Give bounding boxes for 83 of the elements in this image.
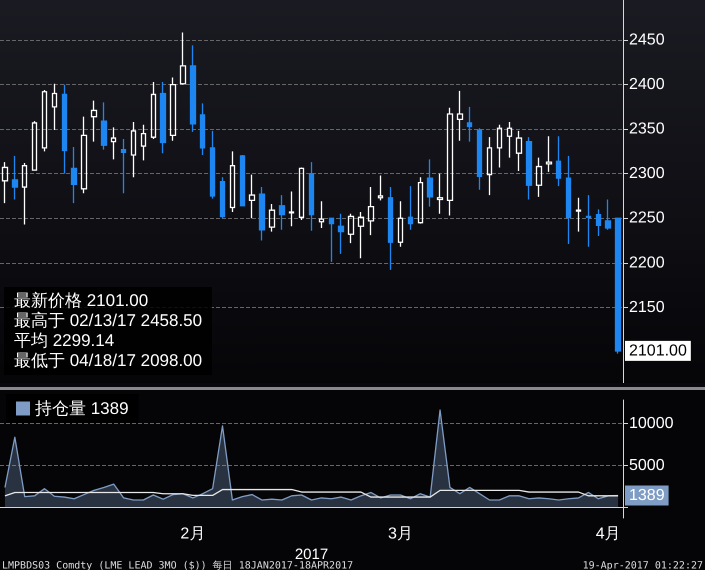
y-tick-label: 5000 [629, 456, 665, 474]
candlestick [604, 198, 612, 230]
candlestick [476, 128, 482, 190]
candlestick [62, 84, 68, 174]
candlestick [496, 124, 502, 168]
candlestick [110, 126, 116, 160]
x-tick-label: 4月 [596, 526, 621, 542]
candlestick [358, 211, 364, 259]
annotation: 最新价格 2101.00 [14, 291, 150, 311]
candlestick [328, 218, 334, 263]
candlestick [576, 197, 582, 232]
candlestick [586, 194, 592, 248]
candlestick [378, 174, 384, 202]
candlestick [506, 121, 512, 158]
candlestick [220, 176, 226, 219]
text: 1389 [629, 486, 665, 504]
candlestick [140, 124, 146, 161]
candlestick [150, 81, 156, 140]
candlestick [388, 186, 394, 271]
candlestick [12, 155, 18, 200]
candlestick [170, 76, 176, 142]
candlestick [566, 155, 572, 245]
candlestick [308, 161, 314, 232]
line-series [4, 488, 619, 498]
candlestick [22, 162, 28, 226]
candlestick [546, 136, 552, 173]
candlestick [100, 102, 108, 150]
candlestick [288, 190, 294, 227]
candlestick [318, 200, 324, 229]
y-tick-label: 2450 [629, 32, 665, 49]
candlestick [230, 150, 236, 213]
y-tick-label: 10000 [629, 414, 674, 432]
legend-label: 持仓量 1389 [35, 399, 129, 418]
candlestick [258, 186, 266, 242]
annotation: 最低于 04/18/17 2098.00 [14, 351, 202, 371]
candlestick [180, 32, 186, 86]
candlestick [200, 102, 206, 156]
candlestick [80, 116, 88, 194]
candlestick [408, 186, 414, 230]
candlestick [426, 158, 434, 208]
candlestick [338, 213, 344, 254]
candlestick [466, 106, 472, 142]
candlestick [348, 213, 354, 244]
y-tick-label: 2200 [629, 254, 665, 272]
candlestick [516, 130, 522, 172]
candlestick [248, 174, 256, 219]
candlestick [160, 81, 166, 154]
candlestick [418, 176, 424, 224]
candlestick [368, 186, 374, 236]
candlestick [556, 136, 562, 187]
y-tick-label: 2150 [629, 298, 665, 316]
text: 2101.00 [629, 342, 687, 360]
candlestick [446, 107, 454, 216]
candlestick [456, 90, 464, 142]
candlestick [596, 208, 602, 237]
y-tick-label: 2300 [629, 165, 665, 182]
annotation: 平均 2299.14 [14, 331, 116, 351]
candlestick [268, 203, 276, 232]
y-tick-label: 2250 [629, 210, 665, 227]
candlestick [90, 100, 98, 142]
candlestick [2, 161, 8, 204]
candlestick [536, 157, 542, 198]
y-tick-label: 2350 [629, 120, 665, 138]
y-tick-label: 2400 [629, 76, 665, 94]
candlestick [210, 130, 216, 200]
candlestick [120, 138, 126, 194]
candlestick [398, 200, 404, 248]
x-tick-label: 3月 [388, 526, 413, 542]
candlestick [190, 44, 196, 132]
annotation: 最高于 02/13/17 2458.50 [14, 311, 202, 331]
candlestick [526, 136, 532, 200]
candlestick [486, 136, 492, 196]
candlestick [240, 154, 246, 206]
candlestick [298, 166, 304, 221]
x-tick-label: 2月 [180, 526, 206, 542]
candlestick [42, 89, 48, 152]
candlestick [32, 120, 38, 171]
candlestick [130, 121, 136, 178]
candlestick [52, 83, 58, 131]
candlestick [436, 173, 444, 214]
candlestick [614, 218, 622, 354]
candlestick [70, 146, 78, 204]
candlestick [278, 194, 286, 230]
